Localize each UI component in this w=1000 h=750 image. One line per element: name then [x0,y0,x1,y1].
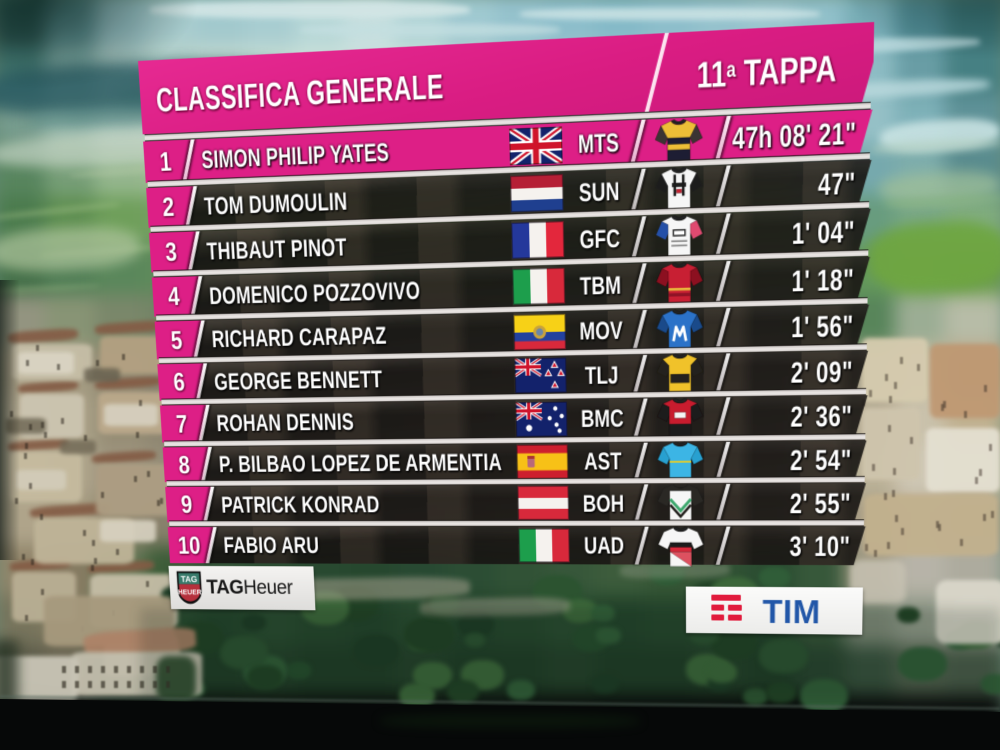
svg-text:HEUER: HEUER [178,588,203,597]
svg-text:TAG: TAG [181,574,198,584]
